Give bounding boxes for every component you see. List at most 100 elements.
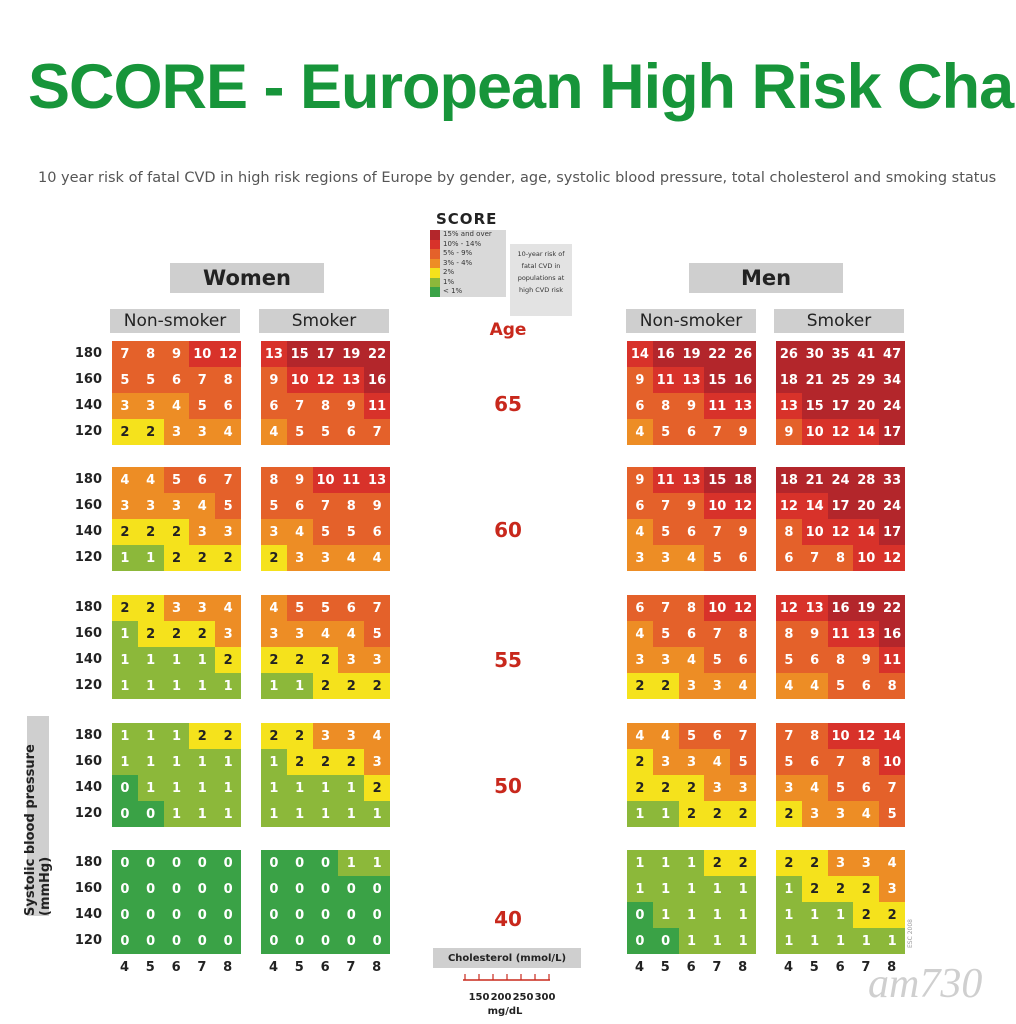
risk-cell: 2 xyxy=(261,545,287,571)
risk-cell: 3 xyxy=(163,493,190,519)
sbp-label: 140 xyxy=(74,780,102,795)
risk-cell: 0 xyxy=(261,902,287,928)
sbp-label: 140 xyxy=(74,524,102,539)
risk-cell: 4 xyxy=(286,519,313,545)
legend-label: 10% - 14% xyxy=(440,239,506,249)
risk-cell: 3 xyxy=(215,621,241,647)
risk-cell: 11 xyxy=(364,393,390,419)
sbp-label: 160 xyxy=(74,881,102,896)
risk-cell: 7 xyxy=(827,749,854,775)
risk-cell: 12 xyxy=(776,493,802,519)
risk-cell: 3 xyxy=(730,775,756,801)
risk-cell: 16 xyxy=(827,595,854,621)
risk-cell: 1 xyxy=(189,775,216,801)
risk-cell: 25 xyxy=(827,367,854,393)
risk-cell: 13 xyxy=(261,341,287,367)
risk-cell: 1 xyxy=(364,801,390,827)
risk-cell: 1 xyxy=(627,850,653,876)
risk-cell: 22 xyxy=(704,341,731,367)
age-label: 60 xyxy=(494,518,522,542)
risk-cell: 1 xyxy=(678,850,705,876)
risk-cell: 3 xyxy=(163,419,190,445)
women-smoker-header: Smoker xyxy=(259,309,389,333)
risk-cell: 1 xyxy=(112,749,138,775)
risk-cell: 1 xyxy=(286,673,313,699)
risk-cell: 3 xyxy=(137,393,164,419)
risk-cell: 0 xyxy=(189,850,216,876)
risk-cell: 4 xyxy=(652,723,679,749)
risk-cell: 6 xyxy=(730,545,756,571)
risk-cell: 1 xyxy=(261,801,287,827)
risk-cell: 5 xyxy=(776,749,802,775)
risk-cell: 3 xyxy=(286,545,313,571)
risk-cell: 1 xyxy=(730,928,756,954)
risk-cell: 9 xyxy=(776,419,802,445)
risk-cell: 7 xyxy=(652,595,679,621)
risk-cell: 9 xyxy=(678,393,705,419)
risk-cell: 2 xyxy=(704,850,731,876)
y-axis-label: Systolic blood pressure (mmHg) xyxy=(23,716,53,916)
risk-cell: 10 xyxy=(189,341,216,367)
risk-cell: 2 xyxy=(163,519,190,545)
risk-cell: 0 xyxy=(364,876,390,902)
risk-cell: 0 xyxy=(338,928,365,954)
risk-cell: 3 xyxy=(338,647,365,673)
risk-cell: 3 xyxy=(112,493,138,519)
risk-cell: 1 xyxy=(137,775,164,801)
risk-cell: 5 xyxy=(312,595,339,621)
risk-cell: 7 xyxy=(286,393,313,419)
risk-cell: 5 xyxy=(261,493,287,519)
men-non-smoker-header: Non-smoker xyxy=(626,309,756,333)
risk-cell: 11 xyxy=(338,467,365,493)
risk-cell: 16 xyxy=(730,367,756,393)
risk-cell: 12 xyxy=(827,419,854,445)
risk-cell: 0 xyxy=(286,928,313,954)
risk-cell: 7 xyxy=(215,467,241,493)
risk-cell: 1 xyxy=(652,876,679,902)
risk-cell: 7 xyxy=(776,723,802,749)
risk-cell: 3 xyxy=(853,850,880,876)
risk-cell: 3 xyxy=(678,749,705,775)
risk-cell: 3 xyxy=(112,393,138,419)
risk-cell: 3 xyxy=(312,723,339,749)
risk-cell: 5 xyxy=(312,519,339,545)
risk-cell: 2 xyxy=(261,723,287,749)
risk-cell: 4 xyxy=(627,723,653,749)
risk-cell: 1 xyxy=(163,749,190,775)
risk-cell: 1 xyxy=(215,801,241,827)
risk-cell: 1 xyxy=(678,928,705,954)
risk-cell: 15 xyxy=(704,467,731,493)
risk-cell: 0 xyxy=(137,850,164,876)
risk-cell: 3 xyxy=(189,419,216,445)
risk-cell: 5 xyxy=(364,621,390,647)
risk-cell: 15 xyxy=(801,393,828,419)
risk-cell: 1 xyxy=(112,723,138,749)
risk-cell: 2 xyxy=(286,647,313,673)
risk-cell: 6 xyxy=(364,519,390,545)
risk-legend: SCORE 15% and over 10% - 14% 5% - 9% 3% - 4… xyxy=(428,208,578,318)
sbp-label: 120 xyxy=(74,678,102,693)
risk-cell: 1 xyxy=(678,902,705,928)
sbp-label: 120 xyxy=(74,424,102,439)
risk-cell: 1 xyxy=(261,749,287,775)
risk-cell: 3 xyxy=(652,647,679,673)
sbp-label: 140 xyxy=(74,907,102,922)
risk-cell: 4 xyxy=(627,621,653,647)
risk-cell: 6 xyxy=(704,723,731,749)
risk-cell: 6 xyxy=(627,493,653,519)
risk-cell: 8 xyxy=(853,749,880,775)
risk-cell: 1 xyxy=(163,673,190,699)
risk-cell: 2 xyxy=(776,801,802,827)
risk-cell: 13 xyxy=(338,367,365,393)
risk-cell: 24 xyxy=(879,493,905,519)
risk-cell: 19 xyxy=(853,595,880,621)
risk-cell: 1 xyxy=(801,902,828,928)
risk-cell: 26 xyxy=(776,341,802,367)
risk-cell: 0 xyxy=(163,928,190,954)
risk-cell: 6 xyxy=(338,419,365,445)
risk-cell: 2 xyxy=(312,673,339,699)
risk-cell: 0 xyxy=(652,928,679,954)
risk-cell: 4 xyxy=(678,647,705,673)
sbp-label: 120 xyxy=(74,806,102,821)
sbp-label: 160 xyxy=(74,372,102,387)
